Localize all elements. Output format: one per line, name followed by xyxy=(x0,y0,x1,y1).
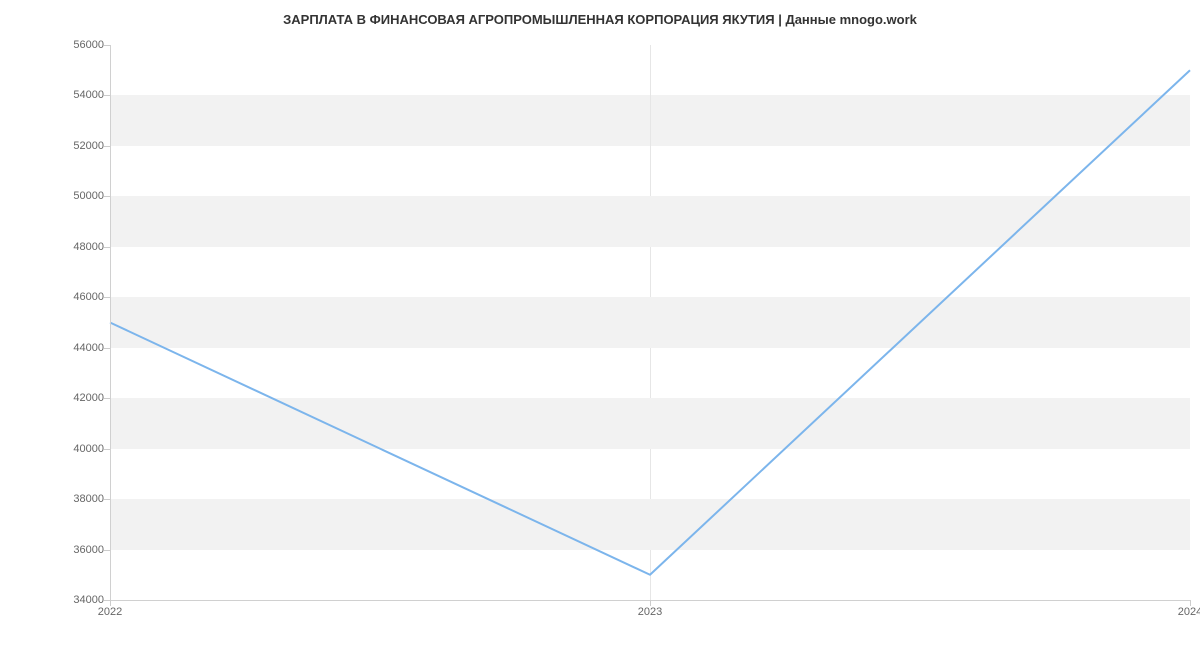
y-axis-line xyxy=(110,45,111,600)
y-tick xyxy=(104,348,110,349)
y-tick xyxy=(104,297,110,298)
y-tick-label: 54000 xyxy=(73,89,104,101)
y-tick-label: 38000 xyxy=(73,493,104,505)
y-tick-label: 46000 xyxy=(73,291,104,303)
y-tick xyxy=(104,449,110,450)
plot-area xyxy=(110,45,1190,600)
y-tick xyxy=(104,247,110,248)
y-tick-label: 36000 xyxy=(73,544,104,556)
chart-title: ЗАРПЛАТА В ФИНАНСОВАЯ АГРОПРОМЫШЛЕННАЯ К… xyxy=(0,12,1200,27)
y-tick xyxy=(104,45,110,46)
y-tick-label: 56000 xyxy=(73,39,104,51)
series-line xyxy=(110,45,1190,600)
y-tick-label: 50000 xyxy=(73,190,104,202)
y-tick-label: 42000 xyxy=(73,392,104,404)
y-tick-label: 40000 xyxy=(73,443,104,455)
y-tick xyxy=(104,398,110,399)
y-tick-label: 44000 xyxy=(73,342,104,354)
x-tick-label: 2024 xyxy=(1178,606,1200,618)
salary-line-chart: ЗАРПЛАТА В ФИНАНСОВАЯ АГРОПРОМЫШЛЕННАЯ К… xyxy=(0,0,1200,650)
x-tick-label: 2022 xyxy=(98,606,122,618)
y-tick xyxy=(104,146,110,147)
y-tick-label: 48000 xyxy=(73,241,104,253)
y-tick-label: 52000 xyxy=(73,140,104,152)
y-tick-label: 34000 xyxy=(73,594,104,606)
y-tick xyxy=(104,196,110,197)
series-path xyxy=(110,70,1190,575)
y-tick xyxy=(104,499,110,500)
x-tick-label: 2023 xyxy=(638,606,662,618)
y-tick xyxy=(104,550,110,551)
y-tick xyxy=(104,95,110,96)
